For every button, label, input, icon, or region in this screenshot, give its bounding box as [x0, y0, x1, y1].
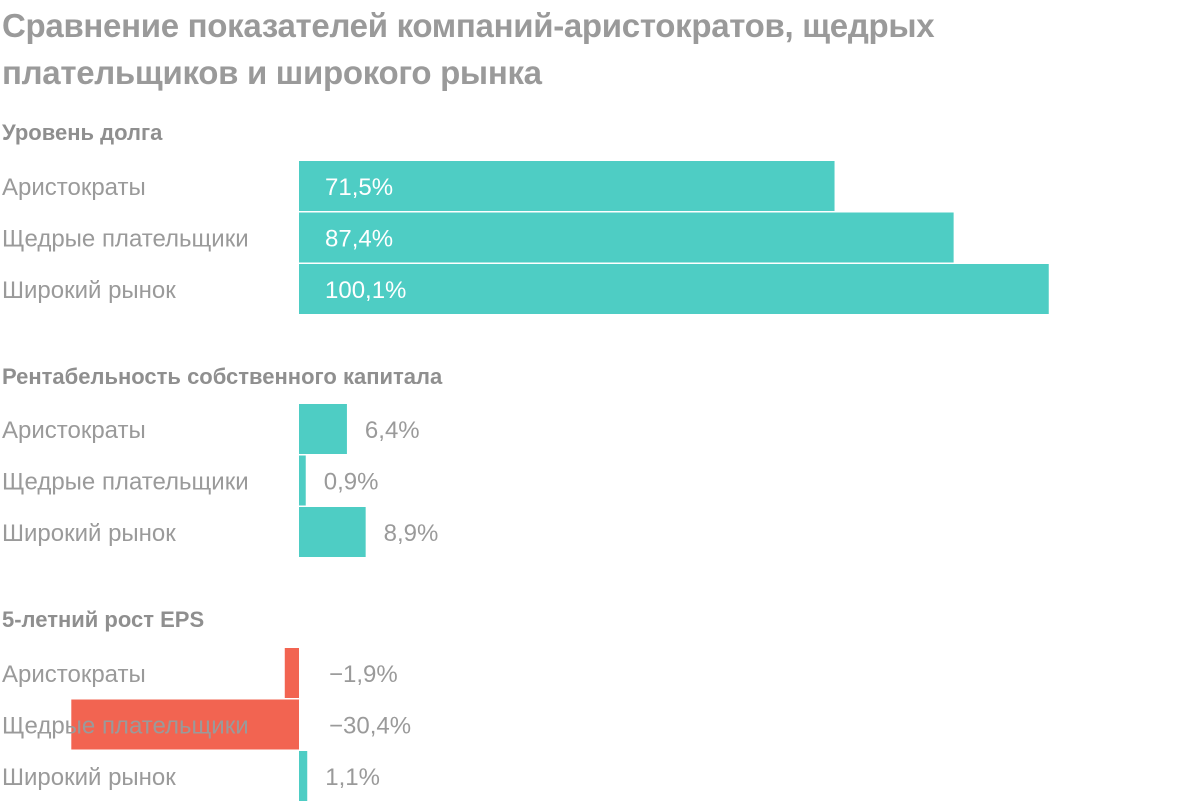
- category-label: Щедрые плательщики: [2, 713, 249, 740]
- bar: [299, 751, 308, 801]
- data-label: −1,9%: [329, 661, 398, 688]
- data-label: 0,9%: [324, 469, 379, 496]
- bar: [299, 264, 1049, 314]
- category-label: Аристократы: [2, 174, 146, 201]
- data-label: 1,1%: [325, 764, 380, 791]
- data-label: 100,1%: [325, 277, 406, 304]
- panel-title: Рентабельность собственного капитала: [2, 364, 443, 389]
- bar: [299, 404, 347, 454]
- bar: [299, 212, 954, 263]
- category-label: Широкий рынок: [2, 277, 176, 304]
- category-label: Щедрые плательщики: [2, 469, 249, 496]
- category-label: Щедрые плательщики: [2, 226, 249, 253]
- chart-title: Сравнение показателей компаний-аристокра…: [2, 7, 935, 91]
- bar: [299, 161, 835, 211]
- bar: [71, 699, 299, 750]
- data-label: 87,4%: [325, 226, 393, 253]
- panel-title: 5-летний рост EPS: [2, 607, 204, 632]
- category-label: Аристократы: [2, 417, 146, 444]
- category-label: Широкий рынок: [2, 764, 176, 791]
- data-label: 8,9%: [384, 520, 439, 547]
- data-label: 71,5%: [325, 174, 393, 201]
- bar: [299, 507, 366, 557]
- panel-title: Уровень долга: [2, 120, 163, 145]
- data-label: −30,4%: [329, 713, 411, 740]
- bar: [284, 648, 299, 698]
- category-label: Широкий рынок: [2, 520, 176, 547]
- category-label: Аристократы: [2, 661, 146, 688]
- data-label: 6,4%: [365, 417, 420, 444]
- bar: [299, 455, 306, 506]
